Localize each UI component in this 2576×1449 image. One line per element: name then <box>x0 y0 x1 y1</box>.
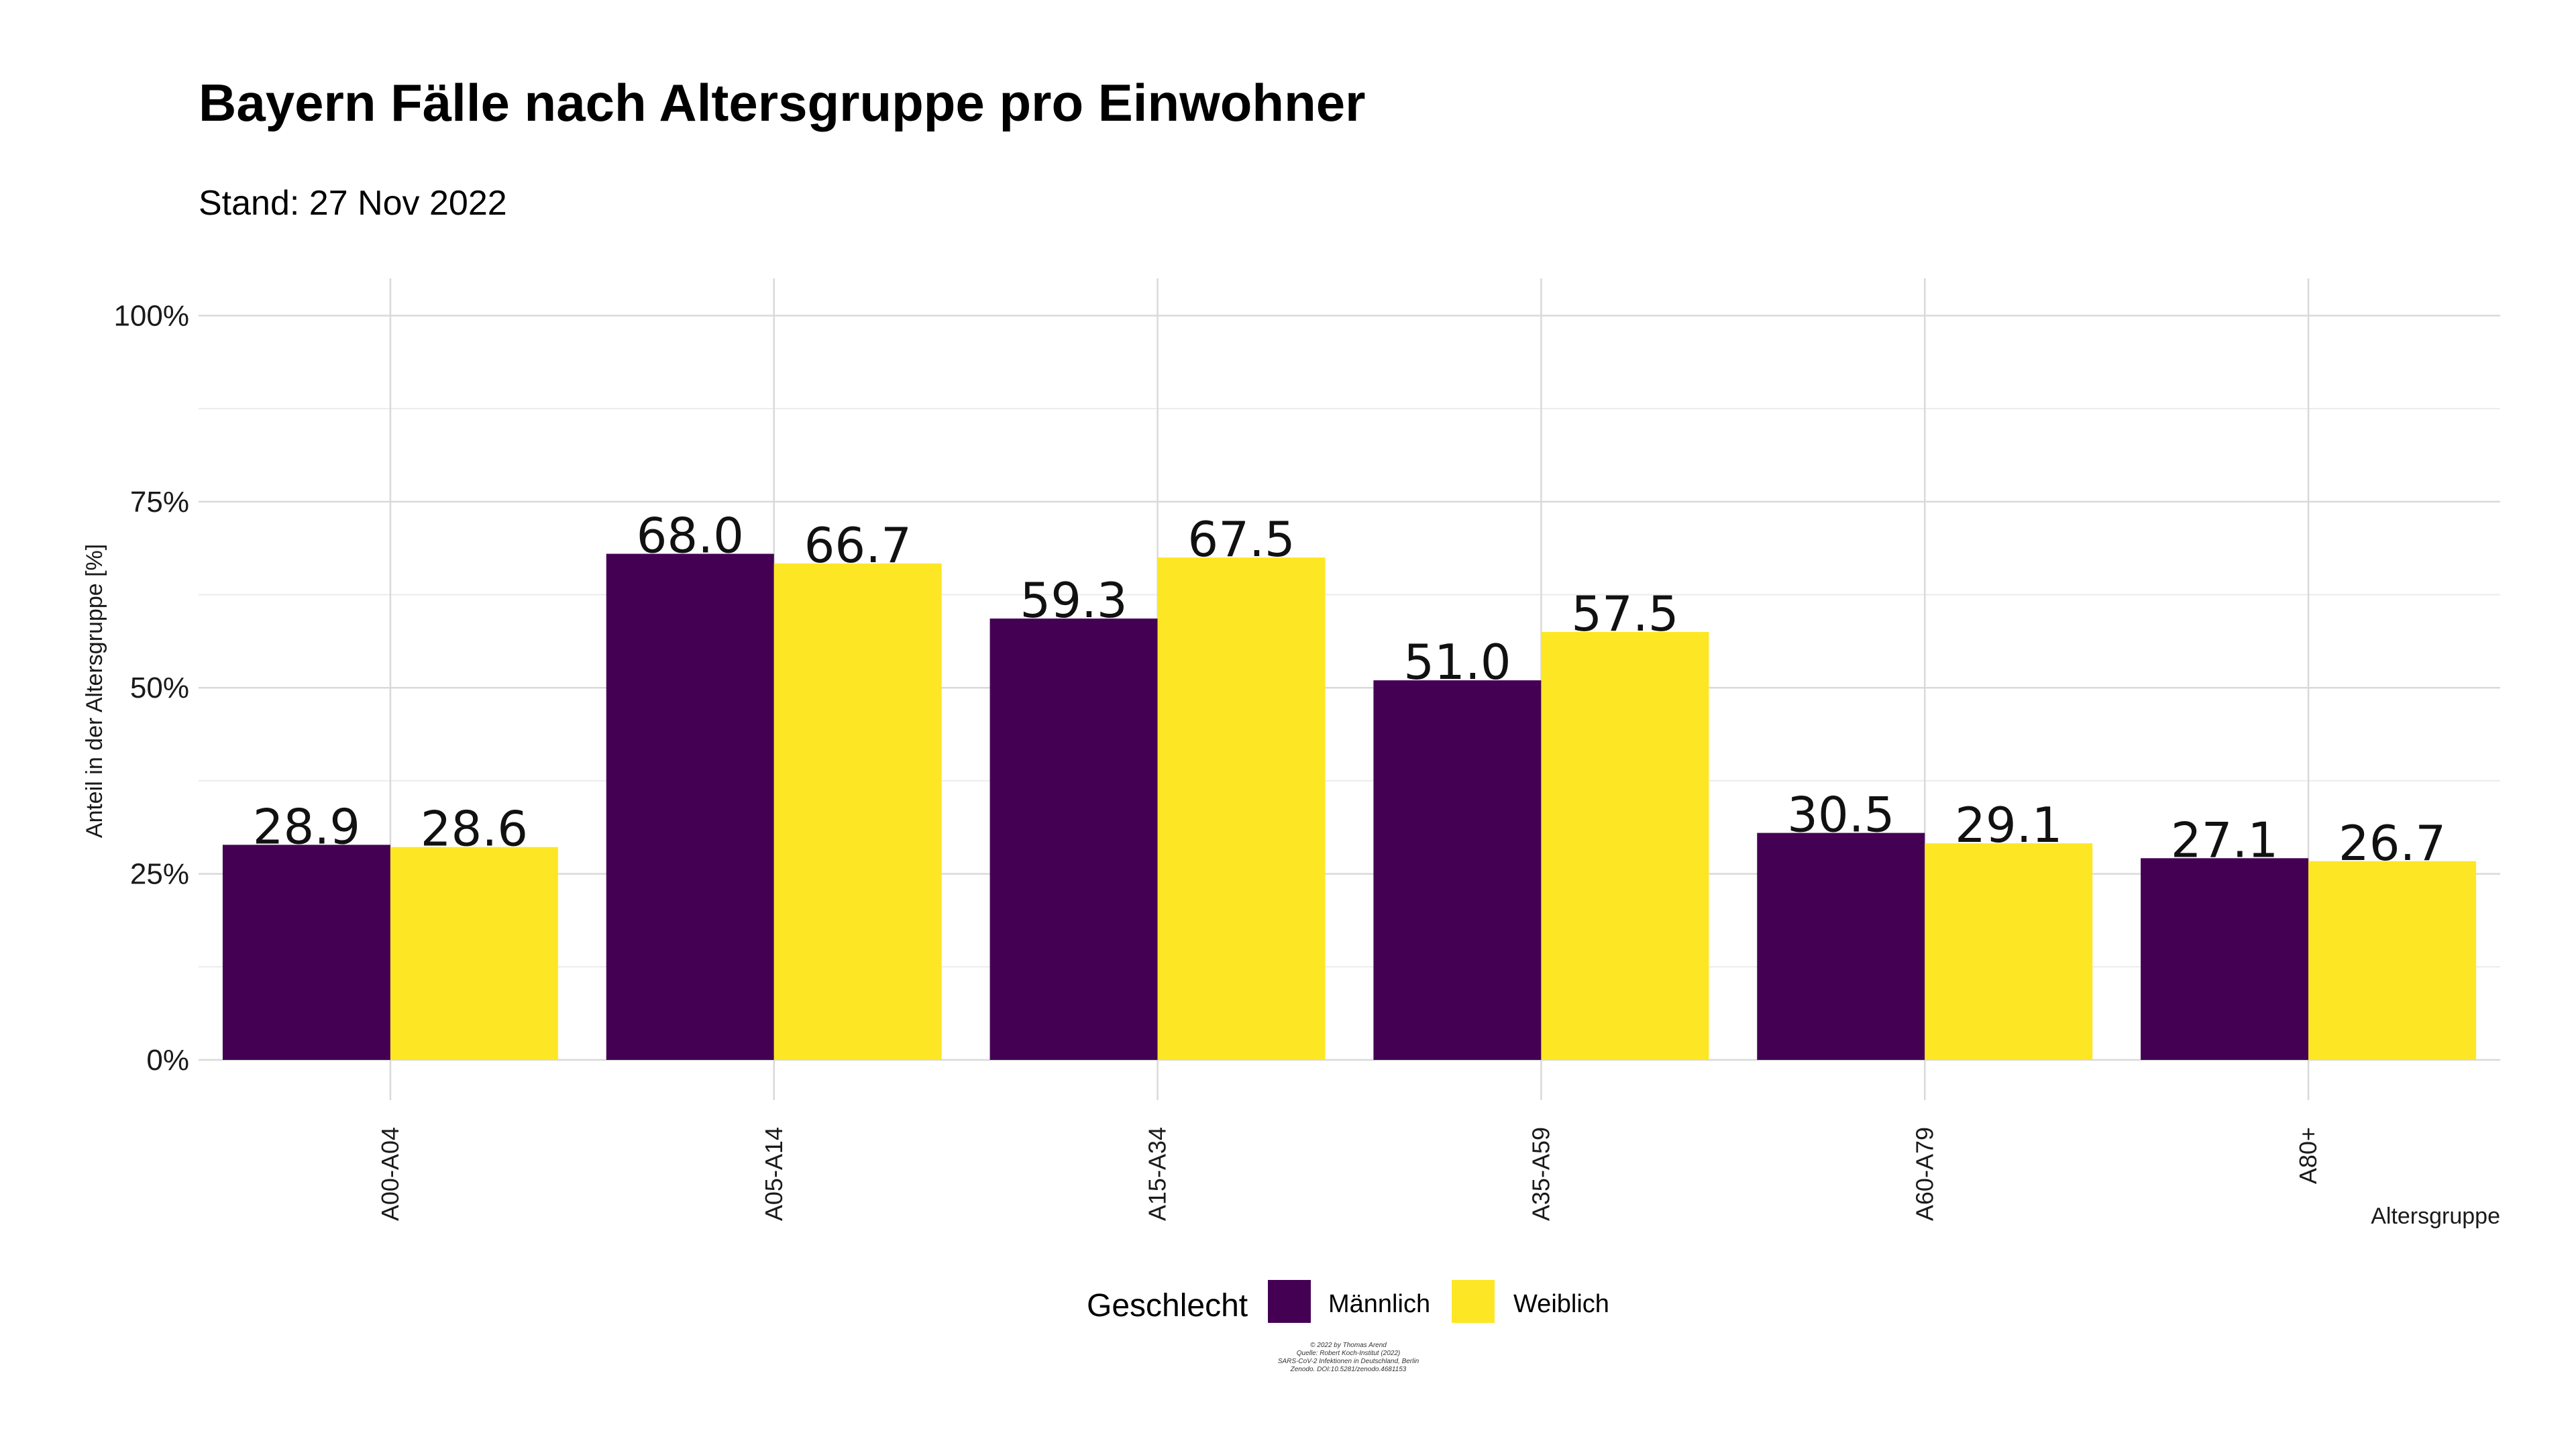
bars <box>222 553 2477 1060</box>
data-label: 51.0 <box>1403 634 1511 690</box>
y-axis-ticks: 0% 25% 50% 75% 100% <box>113 299 189 1077</box>
data-label: 66.7 <box>804 517 912 574</box>
data-label: 68.0 <box>637 508 744 564</box>
bar-maennlich <box>1757 833 1925 1060</box>
x-tick-label: A15-A34 <box>1144 1127 1171 1221</box>
chart-title: Bayern Fälle nach Altersgruppe pro Einwo… <box>199 73 1365 132</box>
data-label: 29.1 <box>1955 797 2062 853</box>
data-labels: 28.9 28.6 68.0 66.7 59.3 67.5 51.0 57.5 30.5 29.1… <box>253 508 2446 871</box>
legend-swatch-weiblich <box>1452 1280 1495 1323</box>
bar-weiblich <box>2308 861 2477 1060</box>
bar-weiblich <box>1541 632 1709 1060</box>
caption-line: Quelle: Robert Koch-Institut (2022) <box>1297 1350 1401 1357</box>
x-tick-label: A60-A79 <box>1911 1127 1938 1221</box>
x-tick-label: A05-A14 <box>760 1127 788 1221</box>
legend-label-maennlich: Männlich <box>1328 1290 1430 1318</box>
y-tick-label: 75% <box>130 486 189 519</box>
x-axis-label: Altersgruppe <box>2371 1203 2500 1229</box>
legend-swatch-maennlich <box>1268 1280 1311 1323</box>
x-axis-ticks: A00-A04 A05-A14 A15-A34 A35-A59 A60-A79 A80+ <box>376 1127 2322 1221</box>
y-tick-label: 0% <box>146 1044 189 1077</box>
legend-label-weiblich: Weiblich <box>1513 1290 1609 1318</box>
caption: © 2022 by Thomas Arend Quelle: Robert Ko… <box>1278 1342 1419 1373</box>
caption-line: © 2022 by Thomas Arend <box>1310 1342 1387 1349</box>
caption-line: Zenodo. DOI:10.5281/zenodo.4681153 <box>1290 1366 1407 1373</box>
data-label: 67.5 <box>1187 511 1295 568</box>
bar-maennlich <box>1373 680 1542 1060</box>
data-label: 30.5 <box>1787 787 1894 843</box>
bar-weiblich <box>390 847 558 1060</box>
y-tick-label: 25% <box>130 858 189 891</box>
y-tick-label: 100% <box>113 299 189 332</box>
legend-title: Geschlecht <box>1087 1288 1248 1324</box>
y-axis-label: Anteil in der Altersgruppe [%] <box>82 544 107 838</box>
data-label: 59.3 <box>1020 572 1127 629</box>
bar-weiblich <box>1157 557 1326 1060</box>
y-tick-label: 50% <box>130 672 189 704</box>
data-label: 26.7 <box>2339 815 2446 871</box>
data-label: 28.6 <box>421 801 528 857</box>
x-tick-label: A35-A59 <box>1527 1127 1554 1221</box>
bar-maennlich <box>2141 858 2309 1060</box>
bar-weiblich <box>1925 843 2093 1060</box>
chart-subtitle: Stand: 27 Nov 2022 <box>199 184 507 223</box>
bar-weiblich <box>773 563 942 1060</box>
bar-maennlich <box>989 619 1158 1060</box>
x-tick-label: A00-A04 <box>376 1127 404 1221</box>
caption-line: SARS-CoV-2 Infektionen in Deutschland, B… <box>1278 1358 1419 1365</box>
data-label: 57.5 <box>1571 586 1678 642</box>
data-label: 28.9 <box>253 798 360 855</box>
x-tick-label: A80+ <box>2294 1127 2322 1184</box>
data-label: 27.1 <box>2171 812 2278 868</box>
legend: Geschlecht Männlich Weiblich <box>1087 1280 1609 1324</box>
bar-maennlich <box>606 553 774 1060</box>
bar-maennlich <box>222 845 390 1060</box>
